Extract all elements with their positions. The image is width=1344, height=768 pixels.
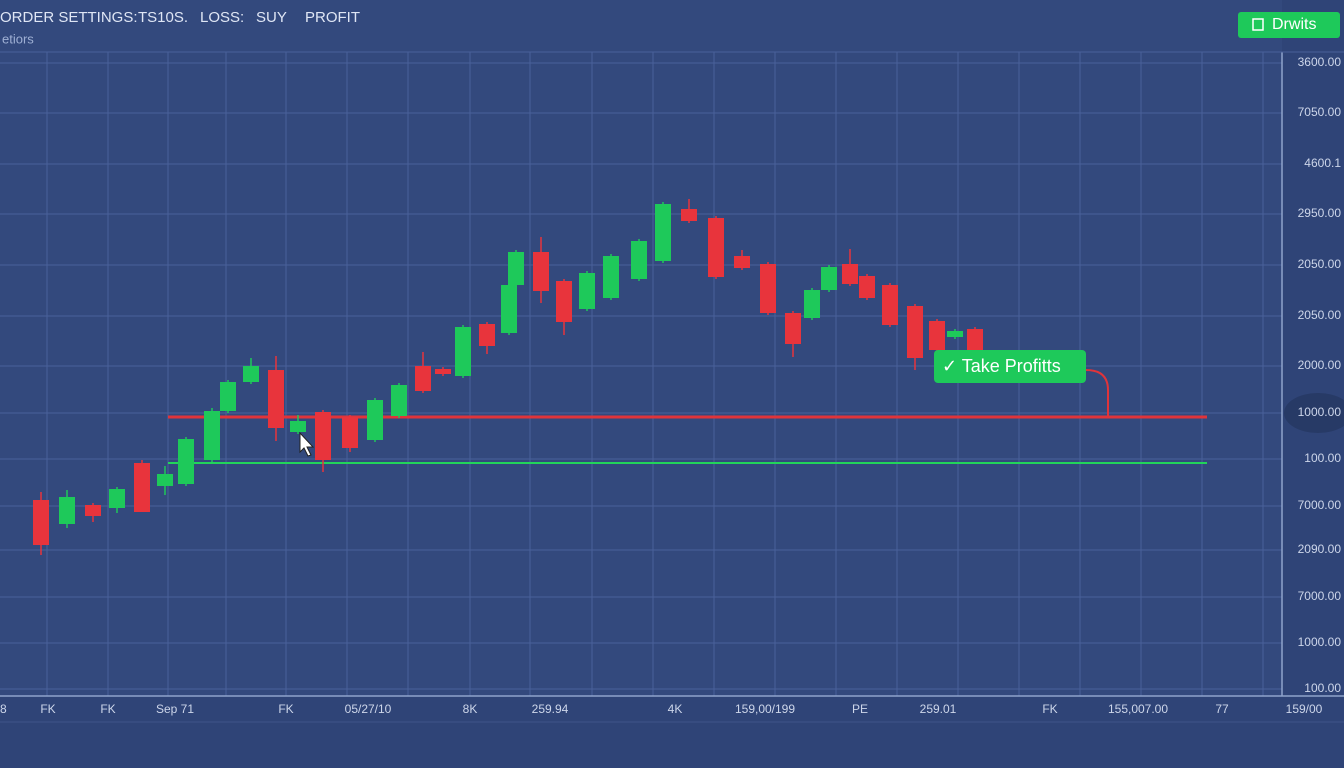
candle-body bbox=[603, 256, 619, 298]
y-tick-label: 1000.00 bbox=[1298, 635, 1342, 649]
candle-body bbox=[479, 324, 495, 346]
candle-body bbox=[929, 321, 945, 350]
candle-body bbox=[268, 370, 284, 428]
candle-body bbox=[391, 385, 407, 416]
y-tick-label: 7000.00 bbox=[1298, 498, 1342, 512]
candle-body bbox=[243, 366, 259, 382]
button-label: Drwits bbox=[1272, 16, 1316, 33]
button-icon bbox=[1252, 18, 1264, 31]
candle-body bbox=[681, 209, 697, 221]
subtitle: etiors bbox=[2, 31, 34, 46]
candle-body bbox=[435, 369, 451, 374]
candle-body bbox=[734, 256, 750, 268]
y-tick-label: 100.00 bbox=[1304, 451, 1341, 465]
candle-body bbox=[157, 474, 173, 486]
x-tick-label: 155,007.00 bbox=[1108, 702, 1168, 716]
candle-body bbox=[556, 281, 572, 322]
candle-body bbox=[415, 366, 431, 391]
candle-body bbox=[134, 463, 150, 512]
take-profit-badge[interactable] bbox=[934, 350, 1086, 383]
x-tick-label: FK bbox=[278, 702, 293, 716]
cursor bbox=[299, 431, 315, 457]
candle-body bbox=[204, 411, 220, 460]
candle-body bbox=[967, 329, 983, 350]
y-tick-label: 2050.00 bbox=[1298, 308, 1342, 322]
y-tick-label: 7050.00 bbox=[1298, 105, 1342, 119]
y-tick-label: 4600.1 bbox=[1304, 156, 1341, 170]
candle-body bbox=[367, 400, 383, 440]
menu-item: TS10S. bbox=[138, 9, 188, 26]
x-tick-label: 05/27/10 bbox=[345, 702, 392, 716]
x-tick-label: FK bbox=[100, 702, 115, 716]
x-tick-label: 8K bbox=[463, 702, 478, 716]
candle-body bbox=[655, 204, 671, 261]
candle-body bbox=[842, 264, 858, 284]
x-tick-label: 159/00 bbox=[1286, 702, 1323, 716]
x-tick-label: 8 bbox=[0, 702, 7, 716]
candle-body bbox=[631, 241, 647, 279]
x-tick-label: 4K bbox=[668, 702, 683, 716]
x-tick-label: 77 bbox=[1215, 702, 1229, 716]
candle-body bbox=[907, 306, 923, 358]
candle-body bbox=[501, 285, 517, 333]
candle-body bbox=[882, 285, 898, 325]
candle-body bbox=[508, 252, 524, 285]
x-tick-label: Sep 71 bbox=[156, 702, 194, 716]
candle-body bbox=[33, 500, 49, 545]
y-tick-label: 1000.00 bbox=[1298, 405, 1342, 419]
y-tick-label: 3600.00 bbox=[1298, 55, 1342, 69]
menu-item: PROFIT bbox=[305, 9, 360, 26]
x-tick-label: FK bbox=[40, 702, 55, 716]
y-tick-label: 2950.00 bbox=[1298, 206, 1342, 220]
candle-body bbox=[579, 273, 595, 309]
candle-body bbox=[220, 382, 236, 411]
x-tick-label: PE bbox=[852, 702, 868, 716]
candle-body bbox=[760, 264, 776, 313]
price-marker bbox=[1284, 393, 1344, 433]
candle-body bbox=[315, 412, 331, 460]
candle-body bbox=[804, 290, 820, 318]
y-tick-label: 100.00 bbox=[1304, 681, 1341, 695]
plot-area bbox=[0, 0, 1282, 696]
x-tick-label: FK bbox=[1042, 702, 1057, 716]
candle-body bbox=[178, 439, 194, 484]
take-profit-label: ✓ Take Profitts bbox=[942, 356, 1061, 376]
x-tick-label: 159,00/199 bbox=[735, 702, 795, 716]
candle-body bbox=[455, 327, 471, 376]
candle-body bbox=[109, 489, 125, 508]
x-tick-label: 259.01 bbox=[920, 702, 957, 716]
y-tick-label: 2050.00 bbox=[1298, 257, 1342, 271]
y-tick-label: 2000.00 bbox=[1298, 358, 1342, 372]
connector bbox=[1085, 369, 1109, 417]
candle-body bbox=[533, 252, 549, 291]
candle-body bbox=[290, 421, 306, 432]
menu-item: LOSS: bbox=[200, 9, 244, 26]
menu-item: ORDER SETTINGS: bbox=[0, 9, 138, 26]
y-tick-label: 7000.00 bbox=[1298, 589, 1342, 603]
candle-body bbox=[59, 497, 75, 524]
y-tick-label: 2090.00 bbox=[1298, 542, 1342, 556]
candle-body bbox=[821, 267, 837, 290]
menu-item: SUY bbox=[256, 9, 287, 26]
candle-body bbox=[708, 218, 724, 277]
x-tick-label: 259.94 bbox=[532, 702, 569, 716]
candle-body bbox=[342, 417, 358, 448]
candle-body bbox=[85, 505, 101, 516]
candle-body bbox=[859, 276, 875, 298]
candle-body bbox=[947, 331, 963, 337]
candle-body bbox=[785, 313, 801, 344]
